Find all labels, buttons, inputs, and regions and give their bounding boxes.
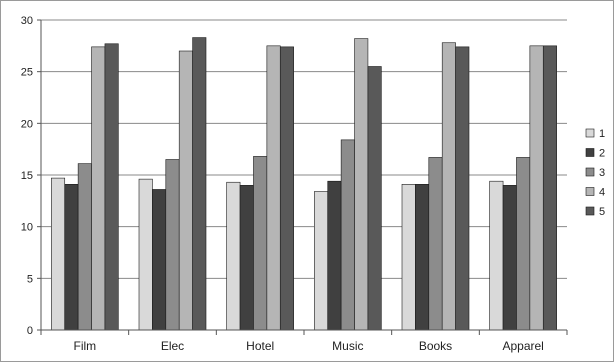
legend-swatch-3 xyxy=(585,167,595,177)
x-tick-label: Music xyxy=(332,339,363,353)
bar-apparel-series-2 xyxy=(502,185,517,331)
x-tick-label: Apparel xyxy=(502,339,543,353)
bar-books-series-4 xyxy=(441,42,456,331)
bar-hotel-series-2 xyxy=(239,185,254,331)
bar-apparel-series-3 xyxy=(516,157,531,331)
y-tick-label: 15 xyxy=(21,170,33,182)
bar-film-series-3 xyxy=(77,163,92,331)
bar-apparel-series-1 xyxy=(489,180,504,331)
bar-music-series-5 xyxy=(367,66,382,331)
legend-swatch-1 xyxy=(585,128,595,138)
legend: 1 2 3 4 5 xyxy=(585,128,605,218)
bar-hotel-series-3 xyxy=(253,156,268,331)
y-tick-label: 0 xyxy=(27,325,33,337)
bar-apparel-series-4 xyxy=(529,45,544,331)
legend-label-3: 3 xyxy=(599,167,605,179)
legend-label-1: 1 xyxy=(599,128,605,140)
y-tick-label: 5 xyxy=(27,273,33,285)
bar-music-series-3 xyxy=(340,139,355,331)
bar-apparel-series-5 xyxy=(542,45,557,331)
bar-books-series-2 xyxy=(415,184,430,331)
bar-film-series-2 xyxy=(64,184,79,331)
y-tick-label: 25 xyxy=(21,67,33,79)
y-tick-label: 20 xyxy=(21,118,33,130)
bar-hotel-series-4 xyxy=(266,45,281,331)
bar-music-series-1 xyxy=(314,191,329,331)
legend-swatch-4 xyxy=(585,187,595,196)
legend-label-2: 2 xyxy=(599,148,605,160)
bar-film-series-4 xyxy=(91,46,106,331)
bar-elec-series-3 xyxy=(165,159,180,331)
legend-swatch-2 xyxy=(585,148,595,157)
bar-elec-series-5 xyxy=(192,37,207,331)
y-tick-label: 30 xyxy=(21,15,33,27)
bar-elec-series-2 xyxy=(152,189,167,331)
bar-elec-series-4 xyxy=(178,50,193,331)
bar-film-series-1 xyxy=(51,177,66,331)
x-tick-label: Film xyxy=(73,339,96,353)
legend-label-5: 5 xyxy=(599,206,605,218)
x-tick-label: Elec xyxy=(161,339,184,353)
bar-books-series-1 xyxy=(401,184,416,331)
bar-music-series-2 xyxy=(327,180,342,331)
x-tick-label: Hotel xyxy=(246,339,274,353)
y-tick-label: 10 xyxy=(21,222,33,234)
bar-elec-series-1 xyxy=(138,178,153,331)
x-tick-label: Books xyxy=(419,339,452,353)
bar-books-series-3 xyxy=(428,157,443,331)
bar-music-series-4 xyxy=(354,38,369,331)
bar-books-series-5 xyxy=(455,46,470,331)
legend-swatch-5 xyxy=(585,206,595,216)
bar-hotel-series-5 xyxy=(279,46,294,331)
bar-hotel-series-1 xyxy=(226,181,241,331)
bar-film-series-5 xyxy=(104,43,119,331)
legend-label-4: 4 xyxy=(599,187,605,199)
